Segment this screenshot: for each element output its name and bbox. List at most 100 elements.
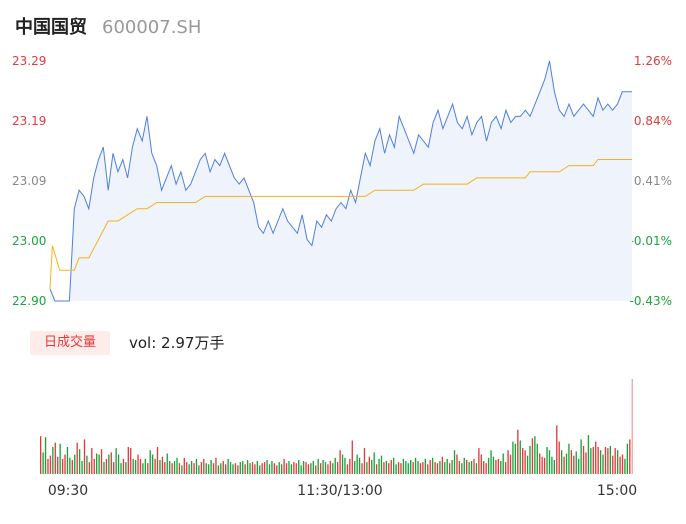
- volume-bar: [66, 447, 69, 474]
- volume-bar: [434, 462, 436, 474]
- volume-bar: [344, 457, 346, 474]
- volume-bar: [529, 445, 531, 474]
- volume-bar: [57, 456, 59, 474]
- volume-bar: [526, 455, 529, 474]
- volume-bar: [351, 440, 353, 474]
- volume-bar: [402, 458, 405, 474]
- volume-bar: [40, 436, 42, 474]
- volume-bar: [302, 461, 305, 474]
- volume-bar: [246, 459, 249, 474]
- volume-bar: [553, 459, 555, 474]
- volume-bar: [575, 451, 577, 474]
- volume-bar: [473, 458, 475, 474]
- volume-bar: [86, 455, 88, 474]
- volume-bar: [178, 463, 181, 474]
- percent-tick-label: 0.84%: [634, 114, 672, 128]
- volume-bar: [349, 458, 351, 474]
- volume-bar: [522, 448, 524, 474]
- volume-bar: [88, 462, 91, 474]
- volume-bar: [61, 458, 64, 474]
- volume-bar: [324, 462, 327, 474]
- volume-bar: [539, 453, 541, 474]
- volume-tag[interactable]: 日成交量: [30, 331, 110, 355]
- volume-bar: [215, 457, 217, 474]
- volume-bar: [373, 452, 375, 474]
- volume-bar: [188, 464, 190, 474]
- volume-bar: [392, 457, 395, 474]
- volume-bar: [47, 458, 49, 474]
- volume-bar: [332, 463, 334, 474]
- volume-bar: [268, 464, 271, 474]
- volume-bar: [361, 463, 363, 474]
- volume-bar: [354, 461, 356, 474]
- volume-bar: [220, 463, 222, 474]
- volume-bar: [578, 458, 580, 474]
- volume-bar: [315, 465, 317, 474]
- volume-bar: [485, 463, 487, 474]
- volume-bar: [341, 454, 344, 474]
- volume-bar: [105, 458, 108, 474]
- volume-bar: [251, 462, 254, 474]
- volume-bar: [424, 458, 426, 474]
- volume-bar: [71, 459, 73, 474]
- volume-bar: [397, 462, 400, 474]
- volume-bar: [626, 443, 629, 474]
- volume-bar: [137, 454, 139, 474]
- volume-bar: [103, 462, 105, 474]
- volume-bar: [388, 463, 390, 474]
- volume-bar: [368, 456, 370, 474]
- volume-bar: [451, 459, 453, 474]
- stock-name: 中国国贸: [15, 17, 87, 38]
- volume-bar: [132, 458, 134, 474]
- volume-bar: [329, 461, 332, 474]
- volume-bar: [154, 458, 156, 474]
- volume-bar: [173, 461, 176, 474]
- volume-bar: [193, 463, 195, 474]
- volume-bar: [466, 459, 468, 474]
- volume-bar: [585, 452, 587, 474]
- volume-bar: [495, 459, 497, 474]
- volume-bar: [339, 450, 341, 474]
- volume-bar: [244, 464, 246, 474]
- volume-bar: [312, 461, 314, 474]
- percent-tick-label: -0.43%: [630, 294, 672, 308]
- price-tick-label: 23.09: [12, 174, 46, 188]
- volume-bar: [134, 459, 137, 474]
- volume-bar: [429, 459, 431, 474]
- volume-bar: [337, 462, 339, 474]
- volume-bar: [346, 464, 349, 474]
- volume-bar: [490, 450, 492, 474]
- volume-bar: [78, 449, 81, 474]
- volume-bar: [475, 463, 478, 474]
- volume-bar: [624, 458, 626, 474]
- volume-bar: [98, 454, 100, 474]
- volume-bar: [59, 443, 61, 474]
- volume-bar: [590, 448, 592, 474]
- volume-bar: [52, 447, 54, 474]
- volume-bar: [225, 464, 227, 474]
- volume-bar: [120, 463, 122, 474]
- volume-bar: [514, 443, 517, 474]
- volume-bar: [524, 450, 526, 474]
- volume-bar: [69, 457, 71, 474]
- volume-bar: [616, 450, 619, 474]
- volume-bar: [319, 463, 322, 474]
- volume-bar: [470, 461, 473, 474]
- volume-bar: [366, 462, 368, 474]
- volume-bar: [95, 453, 98, 474]
- volume-bar: [142, 463, 144, 474]
- volume-bar: [293, 462, 295, 474]
- volume-bar: [568, 443, 570, 474]
- volume-bar: [115, 448, 117, 474]
- volume-bar: [229, 462, 232, 474]
- price-line: [49, 60, 632, 302]
- volume-bar: [161, 456, 164, 474]
- volume-bar: [504, 462, 507, 474]
- volume-bar: [480, 454, 482, 474]
- volume-bar: [144, 458, 147, 474]
- volume-bar: [444, 462, 446, 474]
- volume-bar: [198, 465, 200, 474]
- average-price-line: [49, 159, 632, 289]
- time-axis-label: 09:30: [48, 483, 88, 499]
- volume-bar: [560, 450, 563, 474]
